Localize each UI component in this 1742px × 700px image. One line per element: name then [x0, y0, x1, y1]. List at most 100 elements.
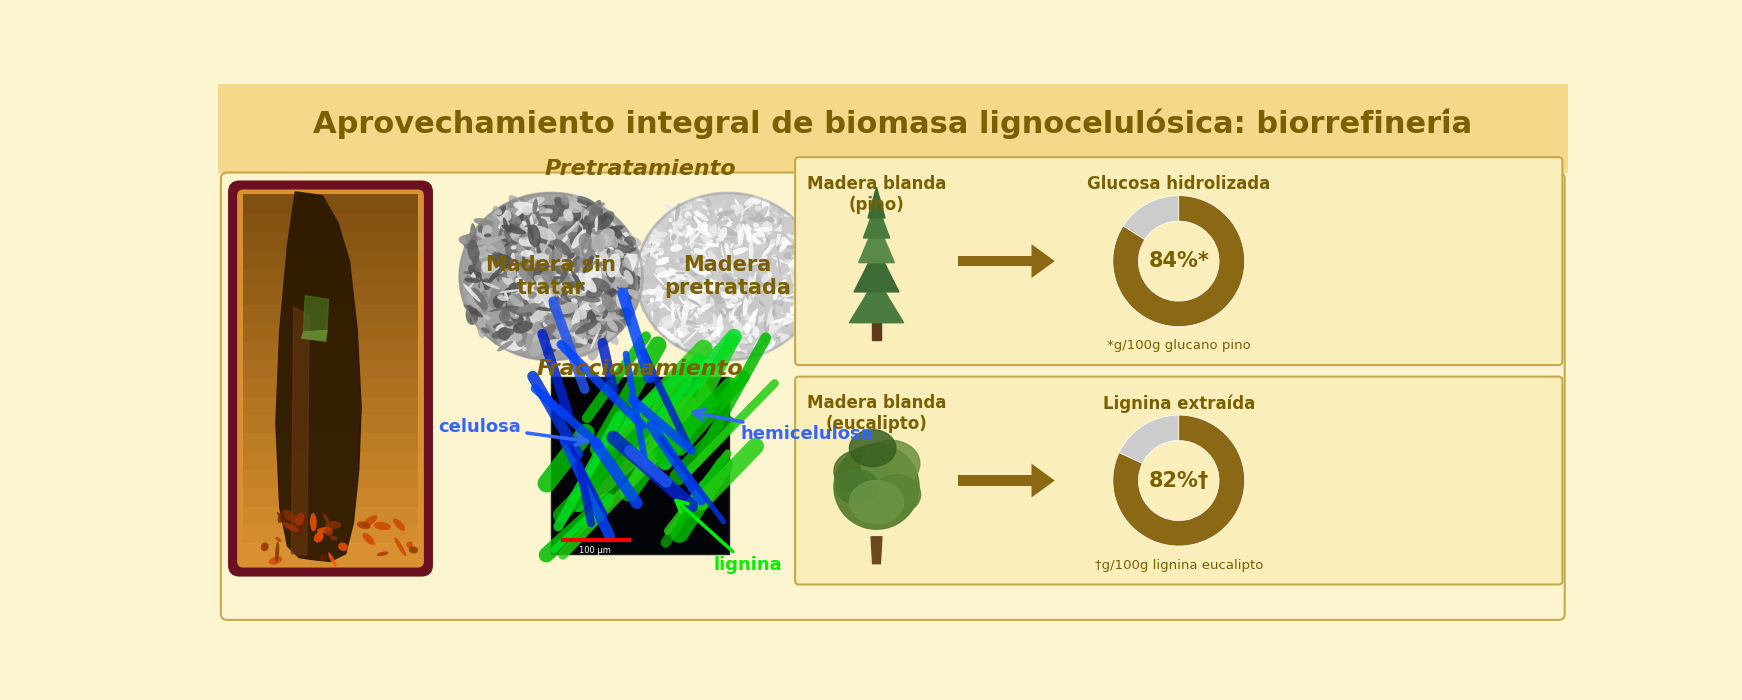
Ellipse shape — [796, 294, 801, 311]
Ellipse shape — [524, 202, 535, 208]
Ellipse shape — [718, 228, 737, 233]
Ellipse shape — [592, 295, 610, 315]
Ellipse shape — [749, 239, 754, 244]
Ellipse shape — [699, 232, 707, 245]
Ellipse shape — [458, 234, 484, 247]
Ellipse shape — [528, 225, 540, 247]
Ellipse shape — [521, 200, 538, 213]
Ellipse shape — [732, 214, 742, 227]
Ellipse shape — [463, 276, 472, 286]
Ellipse shape — [650, 252, 653, 256]
Ellipse shape — [732, 309, 737, 316]
Text: †g/100g lignina eucalipto: †g/100g lignina eucalipto — [1094, 559, 1263, 572]
Ellipse shape — [596, 252, 601, 257]
Ellipse shape — [789, 301, 794, 307]
Ellipse shape — [502, 307, 507, 319]
Ellipse shape — [709, 225, 716, 234]
Ellipse shape — [728, 298, 733, 305]
Ellipse shape — [627, 287, 632, 300]
Ellipse shape — [592, 234, 606, 252]
Ellipse shape — [782, 308, 791, 315]
Ellipse shape — [564, 213, 570, 219]
Ellipse shape — [557, 308, 575, 315]
Ellipse shape — [561, 251, 568, 260]
Ellipse shape — [749, 350, 756, 356]
Ellipse shape — [277, 512, 286, 523]
Ellipse shape — [655, 315, 672, 326]
Ellipse shape — [481, 262, 493, 273]
Ellipse shape — [693, 202, 706, 206]
Ellipse shape — [549, 205, 559, 222]
Ellipse shape — [646, 301, 660, 314]
Ellipse shape — [700, 318, 706, 330]
Ellipse shape — [486, 230, 491, 253]
Ellipse shape — [702, 222, 707, 228]
Ellipse shape — [807, 297, 815, 309]
Ellipse shape — [575, 307, 587, 320]
Ellipse shape — [564, 309, 575, 314]
Ellipse shape — [674, 321, 688, 328]
Ellipse shape — [277, 512, 289, 528]
Ellipse shape — [782, 275, 787, 277]
Polygon shape — [834, 444, 920, 529]
Ellipse shape — [739, 333, 758, 337]
Ellipse shape — [526, 216, 535, 241]
Ellipse shape — [674, 272, 686, 274]
Ellipse shape — [545, 204, 561, 218]
Ellipse shape — [737, 227, 744, 246]
Ellipse shape — [556, 286, 575, 307]
Ellipse shape — [775, 228, 779, 251]
Ellipse shape — [655, 294, 660, 298]
Ellipse shape — [524, 305, 535, 314]
Ellipse shape — [775, 337, 786, 342]
Ellipse shape — [648, 239, 657, 246]
Ellipse shape — [601, 293, 615, 312]
Ellipse shape — [587, 219, 601, 228]
Ellipse shape — [742, 299, 756, 318]
Ellipse shape — [502, 210, 509, 216]
Ellipse shape — [406, 541, 413, 548]
Ellipse shape — [329, 536, 338, 540]
Ellipse shape — [496, 204, 507, 216]
Ellipse shape — [571, 256, 580, 267]
Ellipse shape — [500, 289, 524, 293]
Ellipse shape — [655, 281, 665, 300]
Ellipse shape — [658, 303, 664, 308]
Ellipse shape — [742, 281, 756, 293]
Ellipse shape — [617, 239, 629, 246]
Ellipse shape — [685, 323, 693, 326]
Ellipse shape — [552, 304, 557, 312]
Ellipse shape — [700, 349, 721, 359]
Ellipse shape — [711, 290, 723, 294]
Ellipse shape — [646, 243, 658, 260]
Ellipse shape — [477, 313, 486, 338]
Ellipse shape — [542, 253, 545, 263]
Ellipse shape — [538, 265, 550, 273]
Ellipse shape — [531, 213, 540, 218]
Ellipse shape — [498, 327, 510, 340]
Ellipse shape — [791, 265, 798, 273]
Ellipse shape — [563, 196, 578, 220]
Ellipse shape — [714, 220, 728, 227]
Ellipse shape — [563, 246, 570, 253]
Ellipse shape — [683, 259, 693, 268]
Ellipse shape — [648, 306, 653, 312]
Ellipse shape — [800, 242, 805, 265]
Polygon shape — [868, 187, 885, 218]
Ellipse shape — [535, 277, 538, 282]
Ellipse shape — [584, 206, 592, 223]
Ellipse shape — [505, 223, 521, 236]
Ellipse shape — [772, 256, 789, 265]
Ellipse shape — [740, 293, 749, 296]
Ellipse shape — [610, 277, 629, 288]
Ellipse shape — [761, 283, 773, 298]
Ellipse shape — [517, 274, 523, 277]
Ellipse shape — [559, 284, 568, 303]
Ellipse shape — [544, 244, 552, 250]
Ellipse shape — [622, 257, 632, 278]
Polygon shape — [871, 475, 922, 514]
Ellipse shape — [275, 542, 279, 562]
Ellipse shape — [571, 298, 578, 304]
Ellipse shape — [665, 224, 678, 239]
Ellipse shape — [716, 312, 723, 325]
